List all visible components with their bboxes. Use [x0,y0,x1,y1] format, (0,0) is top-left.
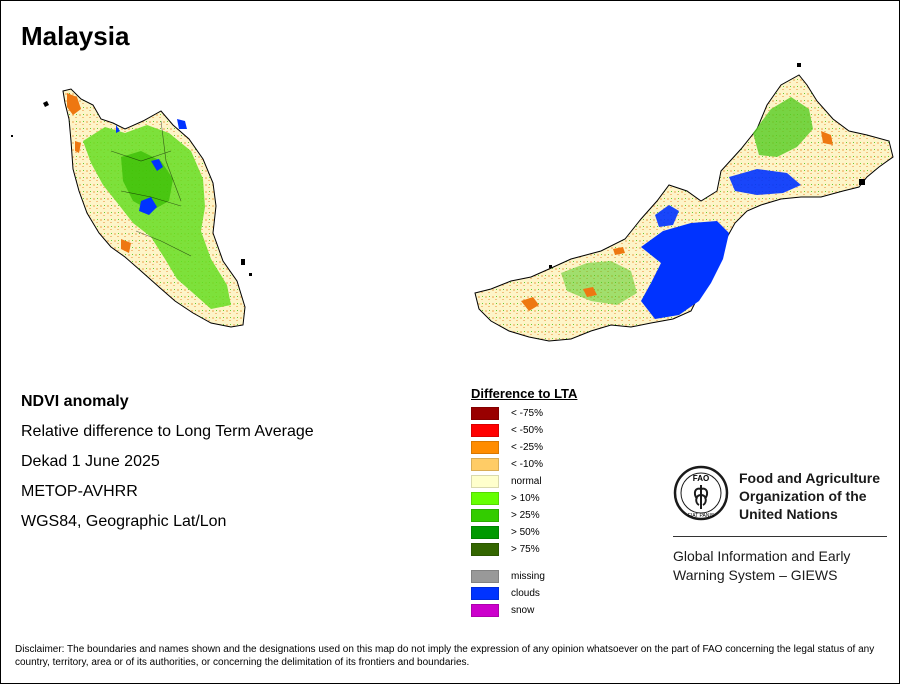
legend-item: > 75% [471,541,577,558]
peninsular-malaysia [11,88,252,328]
legend-item: clouds [471,585,577,602]
sarawak-vegetation [561,261,637,305]
cloud-cover-large [641,221,729,319]
legend-swatch [471,492,499,505]
legend-label: > 75% [511,544,540,555]
fao-letters: FAO [693,474,709,483]
time-period: Dekad 1 June 2025 [21,453,160,470]
projection-info: WGS84, Geographic Lat/Lon [21,513,227,530]
vegetation-above-average [83,125,231,309]
fao-motto: FIAT PANIS [688,513,715,519]
cloud-patches [116,119,187,215]
legend-swatch [471,475,499,488]
legend-swatch [471,543,499,556]
legend-swatch [471,570,499,583]
legend-item: < -10% [471,456,577,473]
map-legend: Difference to LTA < -75% < -50% < -25% < -1… [471,386,577,619]
fao-name-line: United Nations [739,506,838,522]
fao-logo-icon: FAO FIAT PANIS [673,465,729,521]
sensor-name: METOP-AVHRR [21,483,138,500]
legend-swatch [471,407,499,420]
borneo-malaysia [474,63,894,342]
map-info-block: NDVI anomaly Relative difference to Long… [21,392,314,542]
legend-label: < -25% [511,442,543,453]
legend-item: > 50% [471,524,577,541]
legend-label: > 25% [511,510,540,521]
legend-classes: < -75% < -50% < -25% < -10% normal > 10% > 25%… [471,405,577,558]
legend-label: snow [511,605,535,616]
legend-label: clouds [511,588,540,599]
map-title: Malaysia [21,21,130,51]
legend-label: < -50% [511,425,543,436]
legend-title: Difference to LTA [471,386,578,401]
legend-item: < -75% [471,405,577,422]
divider [673,536,887,537]
legend-swatch [471,441,499,454]
legend-extra-classes: missing clouds snow [471,568,577,619]
giews-name: Global Information and Early Warning Sys… [673,547,850,585]
legend-label: > 50% [511,527,540,538]
legend-label: < -10% [511,459,543,470]
cloud-cover-north [655,169,801,227]
legend-item: > 25% [471,507,577,524]
legend-item: snow [471,602,577,619]
legend-label: > 10% [511,493,540,504]
legend-item: > 10% [471,490,577,507]
legend-item: normal [471,473,577,490]
legend-swatch [471,458,499,471]
legend-item: < -25% [471,439,577,456]
legend-swatch [471,604,499,617]
giews-line: Warning System – GIEWS [673,567,838,583]
negative-anomaly-patches [67,93,131,253]
legend-label: < -75% [511,408,543,419]
fao-name-line: Food and Agriculture [739,470,881,486]
disclaimer-text: Disclaimer: The boundaries and names sho… [15,644,875,668]
legend-label: missing [511,571,545,582]
legend-label: normal [511,476,542,487]
state-boundaries [110,120,192,257]
product-name: NDVI anomaly [21,393,129,410]
product-description: Relative difference to Long Term Average [21,423,314,440]
legend-swatch [471,509,499,522]
legend-item: missing [471,568,577,585]
legend-item: < -50% [471,422,577,439]
legend-swatch [471,424,499,437]
legend-swatch [471,587,499,600]
fao-organization-name: Food and Agriculture Organization of the… [739,469,880,523]
legend-swatch [471,526,499,539]
sabah-vegetation [753,97,813,157]
fao-name-line: Organization of the [739,488,867,504]
giews-line: Global Information and Early [673,548,851,564]
